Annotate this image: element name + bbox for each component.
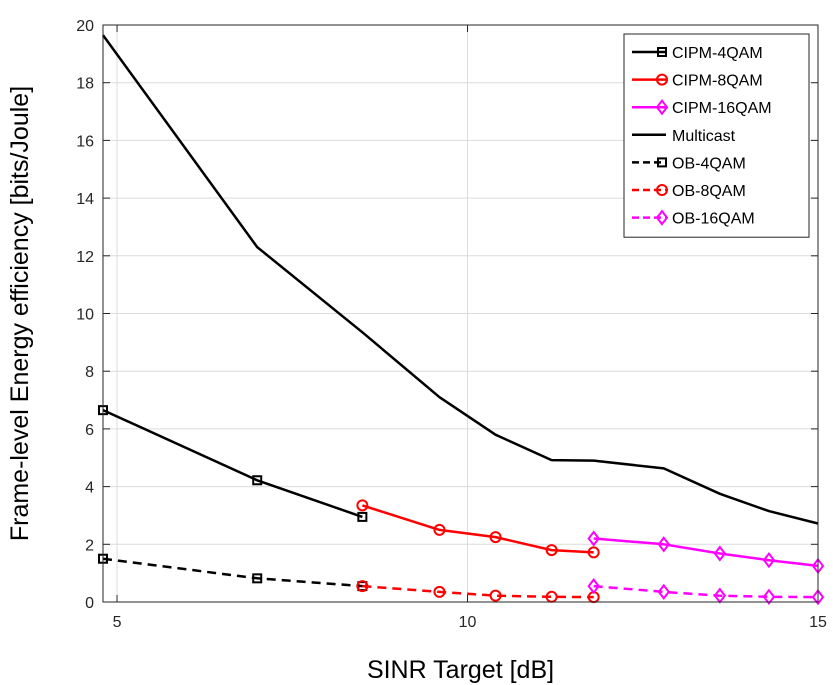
marker-cipm-16qam: [762, 552, 776, 569]
marker-cipm-8qam: [433, 523, 446, 536]
x-tick-label: 10: [459, 614, 477, 631]
marker-ob-16qam: [587, 577, 600, 595]
line-cipm-16qam: [593, 537, 819, 568]
marker-cipm-16qam: [657, 536, 671, 553]
marker-cipm-16qam: [587, 530, 600, 547]
marker-cipm-8qam: [489, 531, 502, 544]
legend-marker-ob-8qam: [656, 184, 668, 196]
y-tick-label: 18: [76, 76, 94, 93]
line-ob-4qam: [102, 557, 363, 588]
y-tick-label: 8: [85, 364, 94, 381]
marker-ob-8qam: [489, 589, 502, 602]
y-tick-label: 4: [85, 480, 94, 497]
line-multicast: [101, 34, 819, 525]
x-axis-title: SINR Target [dB]: [367, 656, 554, 684]
marker-cipm-4qam: [252, 475, 263, 486]
marker-ob-16qam: [657, 583, 671, 601]
legend-box: [623, 33, 810, 238]
marker-cipm-8qam: [587, 546, 600, 559]
marker-ob-16qam: [811, 588, 825, 606]
series-multicast: [101, 34, 819, 525]
legend-marker-ob-16qam: [655, 209, 669, 226]
marker-cipm-4qam: [357, 511, 368, 522]
legend-label-multicast: Multicast: [672, 128, 736, 145]
legend-marker-cipm-8qam: [656, 73, 668, 86]
legend-label-ob-8qam: OB-8QAM: [672, 183, 746, 200]
tick-labels: 5 10 15 0 2 4 6 8 10 12 14 16 18 20: [76, 18, 827, 631]
legend-item-ob-8qam: OB-8QAM: [632, 183, 746, 200]
y-tick-label: 2: [85, 537, 94, 554]
legend-label-ob-16qam: OB-16QAM: [672, 211, 755, 228]
legend-label-ob-4qam: OB-4QAM: [672, 155, 746, 172]
legend-marker-cipm-4qam: [657, 47, 667, 57]
legend: CIPM-4QAM CIPM-8QAM CIPM-16QAM Multicast OB-…: [623, 33, 810, 238]
series-cipm-16qam: [587, 530, 825, 575]
series-cipm-8qam: [356, 499, 600, 559]
legend-item-multicast: Multicast: [632, 128, 736, 145]
legend-item-ob-4qam: OB-4QAM: [632, 155, 746, 172]
marker-cipm-8qam: [356, 499, 369, 512]
line-cipm-4qam: [102, 408, 363, 519]
y-tick-label: 10: [76, 307, 94, 324]
line-ob-16qam: [593, 584, 819, 599]
series-cipm-4qam: [98, 405, 368, 522]
marker-ob-4qam: [252, 573, 263, 584]
legend-label-cipm-4qam: CIPM-4QAM: [672, 45, 763, 62]
legend-marker-ob-4qam: [657, 157, 667, 168]
legend-marker-cipm-16qam: [655, 99, 669, 116]
legend-item-ob-16qam: OB-16QAM: [632, 209, 755, 228]
y-tick-label: 16: [76, 133, 94, 150]
axes: [102, 24, 819, 603]
legend-item-cipm-8qam: CIPM-8QAM: [632, 73, 763, 90]
y-tick-label: 0: [85, 595, 94, 612]
y-tick-label: 12: [76, 249, 94, 266]
legend-label-cipm-16qam: CIPM-16QAM: [672, 100, 772, 117]
y-tick-label: 6: [85, 422, 94, 439]
legend-label-cipm-8qam: CIPM-8QAM: [672, 73, 763, 90]
marker-ob-8qam: [356, 580, 369, 593]
y-tick-label: 14: [76, 191, 94, 208]
axes-box: [102, 24, 819, 603]
marker-ob-8qam: [433, 585, 446, 598]
marker-cipm-16qam: [713, 545, 727, 562]
marker-ob-16qam: [762, 588, 776, 605]
line-ob-8qam: [362, 584, 594, 599]
y-axis-title: Frame-level Energy efficiency [bits/Joul…: [6, 86, 34, 541]
x-tick-label: 15: [809, 614, 827, 631]
line-cipm-8qam: [362, 504, 594, 554]
marker-cipm-8qam: [545, 544, 558, 557]
y-tick-label: 20: [76, 18, 94, 35]
legend-item-cipm-4qam: CIPM-4QAM: [632, 45, 763, 62]
x-tick-label: 5: [113, 614, 122, 631]
legend-item-cipm-16qam: CIPM-16QAM: [632, 99, 772, 117]
